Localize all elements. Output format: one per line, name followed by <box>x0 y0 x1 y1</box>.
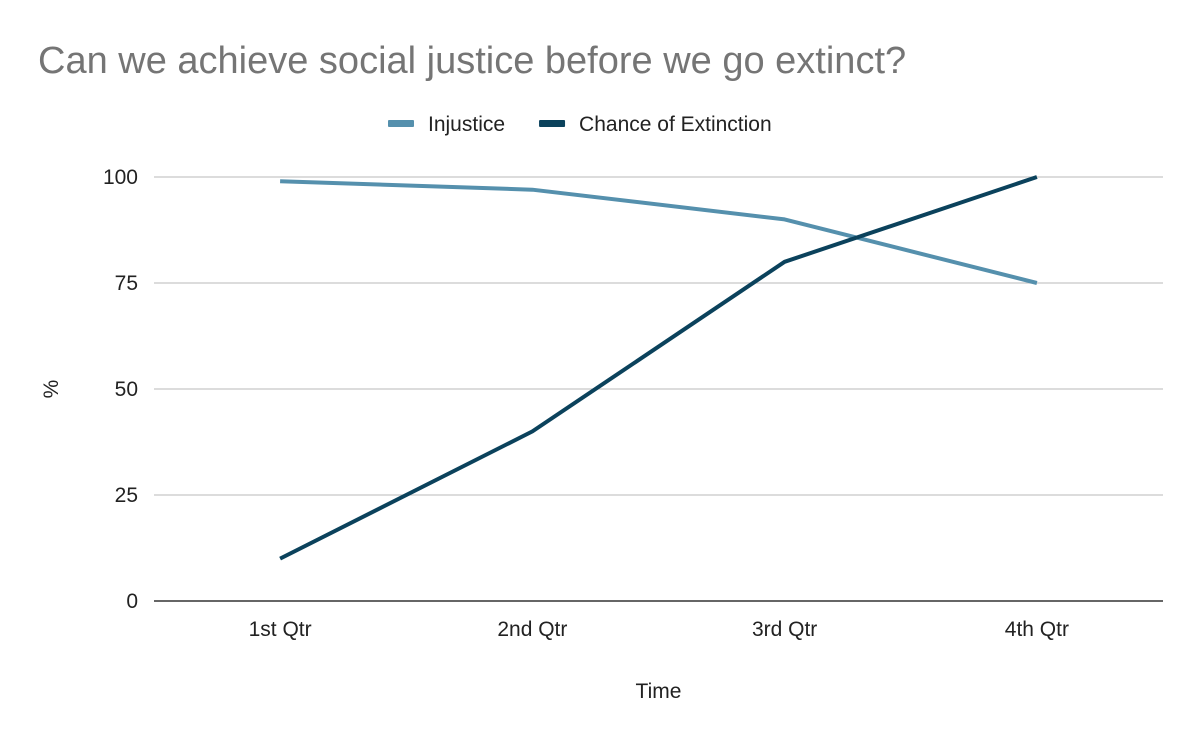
y-tick-label: 0 <box>126 590 138 613</box>
series-line-injustice <box>280 179 1038 285</box>
legend-swatch-chance-of-extinction <box>539 120 566 127</box>
y-tick-label: 50 <box>115 378 138 401</box>
chart-title: Can we achieve social justice before we … <box>38 40 907 82</box>
legend-label-chance-of-extinction: Chance of Extinction <box>579 113 772 136</box>
series-line-chance-of-extinction <box>279 175 1038 561</box>
series-lines <box>279 175 1038 561</box>
y-tick-label: 100 <box>103 166 138 189</box>
legend: Injustice Chance of Extinction <box>388 113 772 136</box>
x-tick-label: 1st Qtr <box>249 618 312 641</box>
y-axis-ticks: 0 25 50 75 100 <box>103 166 138 613</box>
gridlines <box>154 176 1163 496</box>
y-tick-label: 25 <box>115 484 138 507</box>
x-axis-title: Time <box>636 680 682 703</box>
legend-label-injustice: Injustice <box>428 113 505 136</box>
y-tick-label: 75 <box>115 272 138 295</box>
legend-swatch-injustice <box>388 120 414 127</box>
x-tick-label: 3rd Qtr <box>752 618 817 641</box>
x-tick-label: 2nd Qtr <box>497 618 567 641</box>
x-axis-ticks: 1st Qtr 2nd Qtr 3rd Qtr 4th Qtr <box>249 618 1069 641</box>
y-axis-title: % <box>40 380 63 399</box>
x-tick-label: 4th Qtr <box>1005 618 1069 641</box>
